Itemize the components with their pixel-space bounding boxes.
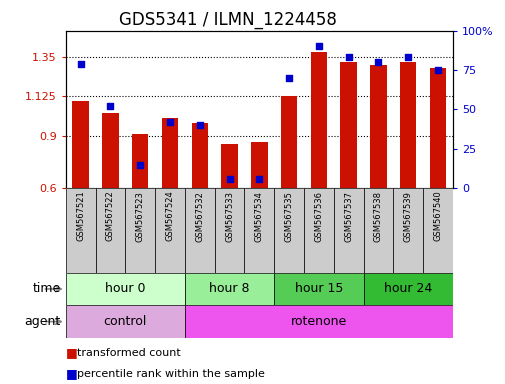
Bar <box>429 68 445 188</box>
Text: time: time <box>32 283 61 295</box>
Text: GSM567537: GSM567537 <box>343 191 352 242</box>
Text: transformed count: transformed count <box>77 348 180 358</box>
Bar <box>66 188 95 273</box>
Bar <box>66 305 184 338</box>
Text: ■: ■ <box>66 367 77 380</box>
Bar <box>280 96 297 188</box>
Point <box>225 175 233 182</box>
Bar <box>304 188 333 273</box>
Bar <box>363 188 392 273</box>
Title: GDS5341 / ILMN_1224458: GDS5341 / ILMN_1224458 <box>119 12 337 30</box>
Text: GSM567533: GSM567533 <box>225 191 234 242</box>
Point <box>314 43 322 50</box>
Point <box>433 67 441 73</box>
Text: GSM567534: GSM567534 <box>255 191 263 242</box>
Text: GSM567540: GSM567540 <box>433 191 441 242</box>
Bar <box>184 305 452 338</box>
Bar <box>155 188 184 273</box>
Text: GSM567523: GSM567523 <box>135 191 144 242</box>
Bar <box>221 144 237 188</box>
Text: hour 8: hour 8 <box>209 283 249 295</box>
Bar <box>184 188 214 273</box>
Text: GSM567535: GSM567535 <box>284 191 293 242</box>
Point <box>284 75 292 81</box>
Point <box>374 59 382 65</box>
Text: GSM567539: GSM567539 <box>403 191 412 242</box>
Text: GSM567532: GSM567532 <box>195 191 204 242</box>
Text: GSM567521: GSM567521 <box>76 191 85 242</box>
Point <box>76 61 84 67</box>
Bar <box>95 188 125 273</box>
Text: GSM567536: GSM567536 <box>314 191 323 242</box>
Bar <box>274 273 363 305</box>
Text: agent: agent <box>24 315 61 328</box>
Bar <box>244 188 274 273</box>
Text: percentile rank within the sample: percentile rank within the sample <box>77 369 264 379</box>
Point <box>344 55 352 61</box>
Bar <box>274 188 304 273</box>
Bar <box>214 188 244 273</box>
Bar <box>191 122 208 188</box>
Bar <box>66 273 184 305</box>
Point <box>136 161 144 167</box>
Text: rotenone: rotenone <box>290 315 346 328</box>
Text: ■: ■ <box>66 346 77 359</box>
Point <box>106 103 114 109</box>
Bar <box>370 65 386 188</box>
Text: hour 15: hour 15 <box>294 283 342 295</box>
Bar <box>102 113 118 188</box>
Bar <box>333 188 363 273</box>
Point <box>166 119 174 125</box>
Bar <box>422 188 452 273</box>
Bar <box>310 52 326 188</box>
Bar <box>399 62 416 188</box>
Text: GSM567524: GSM567524 <box>165 191 174 242</box>
Bar <box>162 118 178 188</box>
Bar <box>132 134 148 188</box>
Bar <box>72 101 89 188</box>
Text: control: control <box>104 315 147 328</box>
Text: hour 0: hour 0 <box>105 283 145 295</box>
Point <box>403 55 412 61</box>
Bar <box>363 273 452 305</box>
Text: GSM567538: GSM567538 <box>373 191 382 242</box>
Bar <box>340 62 356 188</box>
Text: GSM567522: GSM567522 <box>106 191 115 242</box>
Text: hour 24: hour 24 <box>383 283 431 295</box>
Bar <box>250 142 267 188</box>
Point <box>195 122 204 128</box>
Bar <box>184 273 274 305</box>
Bar <box>125 188 155 273</box>
Bar <box>392 188 422 273</box>
Point <box>255 175 263 182</box>
